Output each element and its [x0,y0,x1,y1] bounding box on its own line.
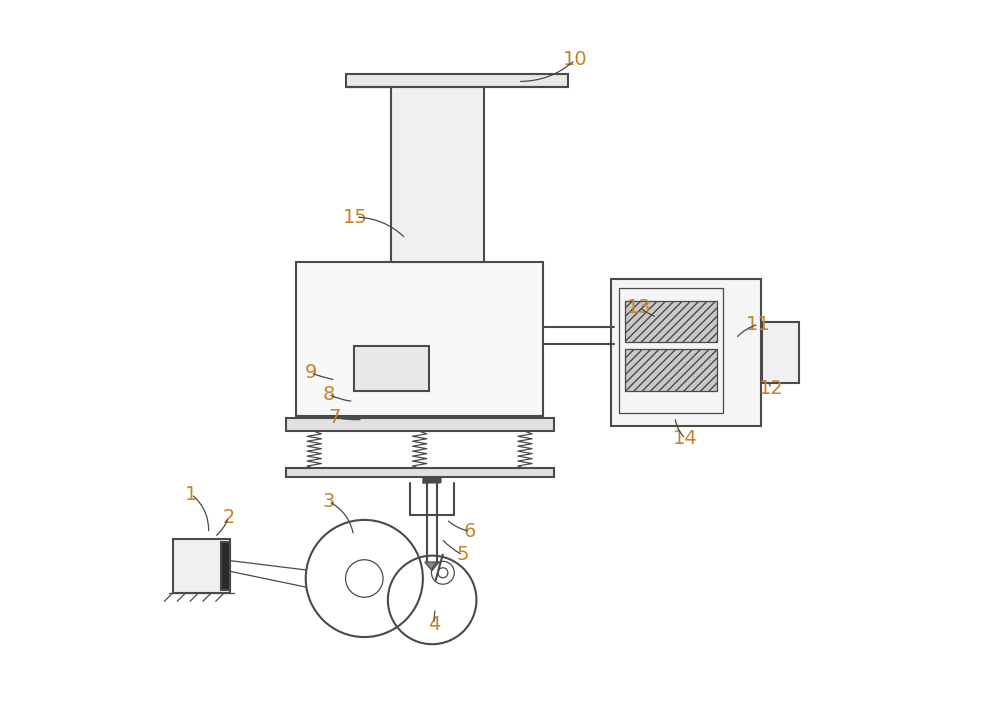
Bar [762,322,799,383]
Text: 2: 2 [222,508,235,526]
Bar [286,468,554,477]
Bar [611,279,761,426]
Bar [346,75,568,87]
Text: 13: 13 [627,298,652,317]
Text: 11: 11 [746,315,771,333]
Text: 9: 9 [305,364,317,382]
Text: 4: 4 [428,614,440,634]
Text: 12: 12 [759,379,784,398]
Text: 10: 10 [563,50,587,70]
Bar [625,300,717,342]
Bar [173,539,230,593]
Bar [286,419,554,432]
Bar [354,346,429,391]
Bar [296,262,543,416]
Text: 1: 1 [185,485,198,504]
Text: 15: 15 [343,208,368,227]
Text: 5: 5 [457,546,469,564]
Bar [619,288,723,413]
Polygon shape [425,562,439,571]
Text: 7: 7 [328,407,340,427]
Text: 8: 8 [322,385,335,404]
Text: 3: 3 [322,492,335,511]
Text: 6: 6 [464,522,476,541]
Bar [625,349,717,391]
Text: 14: 14 [673,429,698,448]
Bar [221,542,230,590]
Bar [391,87,484,262]
